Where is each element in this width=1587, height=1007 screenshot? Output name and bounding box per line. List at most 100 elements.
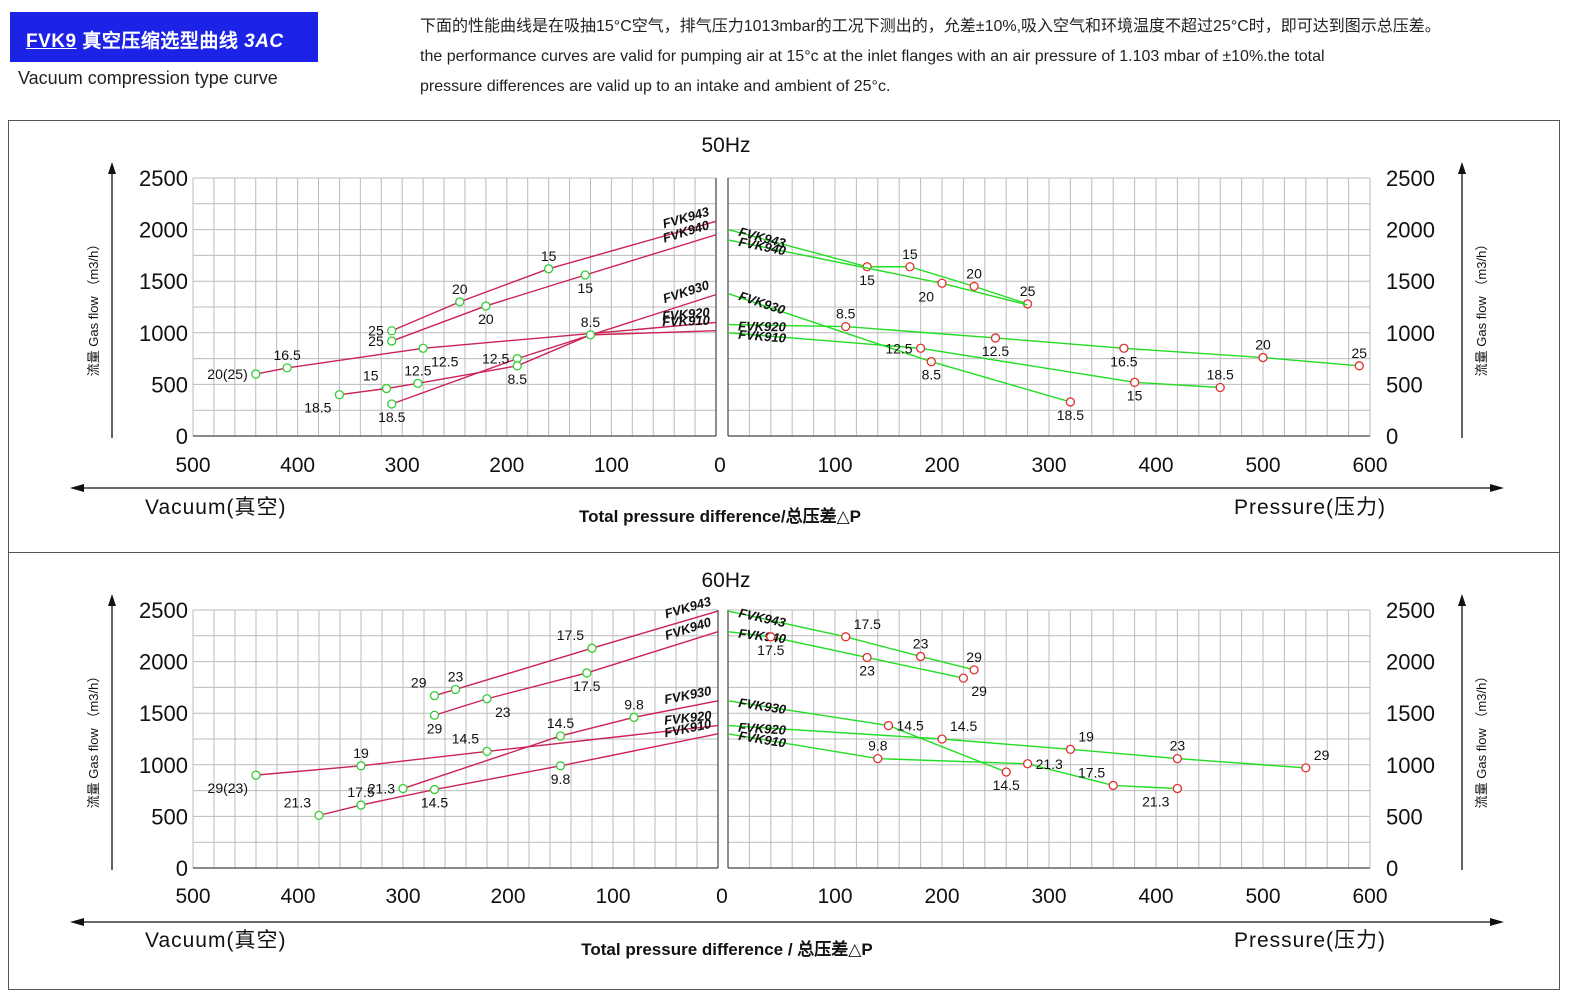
point-label: 21.3 — [284, 794, 311, 810]
point-label: 23 — [1170, 738, 1186, 754]
vacuum-point — [429, 710, 440, 720]
point-label: 29 — [966, 649, 982, 665]
x-tick-label-vacuum: 0 — [714, 454, 726, 477]
pressure-point — [969, 665, 979, 675]
point-label: 16.5 — [1110, 353, 1137, 369]
x-tick-label-pressure: 300 — [1031, 454, 1066, 477]
point-label: 15 — [577, 280, 593, 296]
point-label: 17.5 — [1078, 764, 1105, 780]
vacuum-point — [282, 363, 292, 373]
point-label: 23 — [448, 668, 464, 684]
y-tick-label-left: 1500 — [139, 701, 188, 726]
x-axis-right-arrow — [1490, 918, 1504, 926]
pressure-point — [958, 673, 969, 683]
pressure-point — [1108, 780, 1118, 791]
vacuum-point — [398, 783, 408, 794]
pressure-series-FVK920: FVK920 14.5 19 23 29 — [727, 718, 1330, 773]
title-banner: FVK9 真空压缩选型曲线 3AC — [10, 12, 318, 62]
x-tick-label-pressure: 500 — [1245, 454, 1280, 477]
pressure-series-FVK920: FVK920 8.5 12.5 16.5 20 25 — [727, 306, 1368, 371]
pressure-line-FVK920 — [727, 724, 1306, 769]
y-tick-label-left: 2500 — [139, 166, 188, 191]
y-tick-label-left: 500 — [151, 804, 188, 829]
point-label: 8.5 — [922, 367, 942, 383]
pressure-point — [937, 278, 947, 288]
x-axis-title: Total pressure difference / 总压差△P — [581, 939, 872, 959]
y-tick-label-right: 2000 — [1386, 218, 1435, 243]
vacuum-line-FVK943 — [391, 220, 717, 332]
vacuum-point — [334, 390, 345, 400]
x-axis-right-arrow — [1490, 484, 1504, 492]
x-tick-label-vacuum: 500 — [175, 454, 210, 477]
vacuum-point — [251, 770, 261, 780]
pressure-line-FVK940 — [727, 630, 964, 679]
point-label: 12.5 — [431, 353, 458, 369]
x-tick-label-pressure: 100 — [817, 454, 852, 477]
title-model: FVK9 — [26, 31, 77, 52]
point-label: 20 — [918, 288, 934, 304]
point-label: 12.5 — [982, 343, 1009, 359]
pressure-line-FVK910 — [727, 733, 1178, 790]
point-label: 19 — [353, 745, 369, 761]
series-name-label: FVK920 — [663, 708, 713, 728]
point-label: 25 — [368, 323, 384, 339]
vacuum-point — [482, 746, 492, 757]
x-tick-label-vacuum: 100 — [594, 454, 629, 477]
note-cn: 下面的性能曲线是在吸抽15°C空气，排气压力1013mbar的工况下测出的，允差… — [420, 18, 1441, 35]
vacuum-point — [429, 784, 440, 795]
y-tick-label-left: 0 — [176, 424, 188, 449]
x-tick-label-vacuum: 0 — [716, 885, 728, 908]
y-tick-label-left: 1000 — [139, 753, 188, 778]
x-axis-title: Total pressure difference/总压差△P — [579, 506, 861, 526]
y-tick-label-left: 2000 — [139, 650, 188, 675]
point-label: 15 — [859, 272, 875, 288]
x-axis-left-arrow — [70, 484, 84, 492]
x-tick-label-vacuum: 200 — [489, 454, 524, 477]
point-label: 9.8 — [868, 738, 888, 754]
y-axis-label-right: 流量 Gas flow （m3/h） — [1474, 238, 1489, 377]
y-tick-label-right: 1500 — [1386, 701, 1435, 726]
pressure-point — [969, 281, 979, 292]
x-axis-left-arrow — [70, 918, 84, 926]
y-tick-label-right: 1000 — [1386, 321, 1435, 346]
x-tick-label-vacuum: 300 — [385, 885, 420, 908]
point-label: 25 — [1352, 345, 1368, 361]
note-en-1: the performance curves are valid for pum… — [420, 48, 1325, 65]
vacuum-point — [580, 270, 590, 280]
x-tick-label-pressure: 100 — [817, 885, 852, 908]
point-label: 20 — [478, 311, 494, 327]
y-tick-label-left: 0 — [176, 856, 188, 881]
series-name-label: FVK910 — [662, 313, 711, 330]
pressure-point — [1065, 397, 1076, 407]
y-tick-label-right: 1000 — [1386, 753, 1435, 778]
x-tick-label-pressure: 500 — [1245, 885, 1280, 908]
point-label: 19 — [1078, 728, 1094, 744]
vacuum-line-FVK910 — [318, 733, 719, 817]
point-label: 17.5 — [347, 784, 374, 800]
point-label: 21.3 — [1036, 756, 1063, 772]
vacuum-series-FVK920: FVK920 20(25) 16.5 12.5 — [207, 304, 717, 382]
point-label: 14.5 — [993, 777, 1020, 793]
vacuum-point — [356, 761, 366, 771]
point-label: 20(25) — [207, 366, 247, 382]
pressure-point — [1301, 763, 1311, 773]
x-tick-label-pressure: 400 — [1138, 454, 1173, 477]
vacuum-point — [356, 800, 366, 810]
vacuum-point — [387, 399, 397, 409]
note-en-2: pressure differences are valid up to an … — [420, 78, 891, 95]
point-label: 17.5 — [557, 627, 584, 643]
pressure-point — [926, 357, 936, 367]
vacuum-point — [381, 383, 392, 394]
vacuum-point — [629, 712, 639, 722]
pressure-point — [841, 632, 851, 642]
x-tick-label-vacuum: 300 — [385, 454, 420, 477]
point-label: 12.5 — [404, 362, 431, 378]
pressure-series-FVK930: FVK930 14.5 14.5 — [727, 695, 1020, 793]
point-label: 29 — [971, 683, 987, 699]
chart-title: 60Hz — [701, 569, 750, 592]
point-label: 17.5 — [573, 678, 600, 694]
